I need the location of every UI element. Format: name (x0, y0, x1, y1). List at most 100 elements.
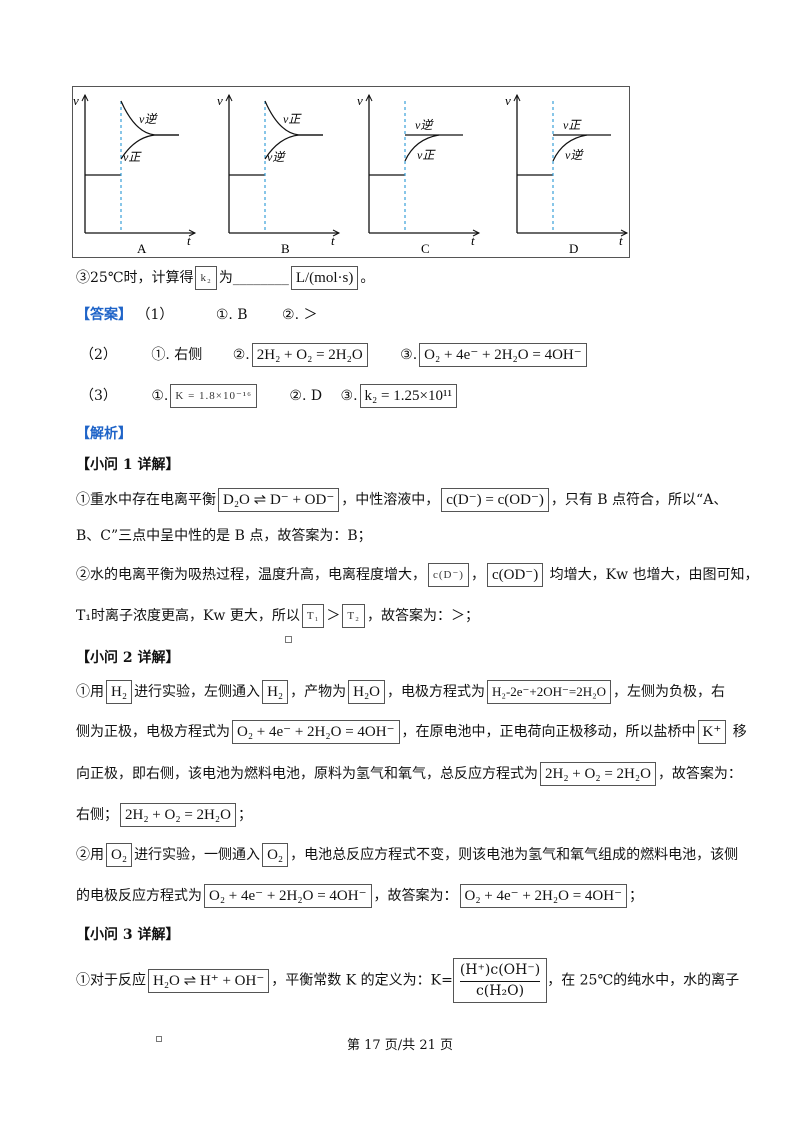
p1-formula-equal: c(D⁻) = c(OD⁻) (441, 488, 549, 512)
answer-3c-formula: k₂ = 1.25×10¹¹ (359, 384, 457, 408)
analysis-tag-line: 【解析】 (76, 424, 132, 444)
panel-B-lower-curve (264, 134, 323, 160)
rate-time-graphs: v t v逆 v正 Av t v正 v逆 Bv t v逆 v正 Cv t v正 v逆 D (73, 93, 629, 256)
para4-line1: ②用 O₂ 进行实验，一侧通入 O₂ ，电池总反应方程式不变，则该电池为氢气和氧气组成的… (76, 843, 738, 867)
p3-formula-total-b: 2H₂ + O₂ = 2H₂O (120, 803, 236, 827)
panel-A-lower-curve (120, 134, 179, 160)
answer-2a: ①. 右侧 (151, 347, 203, 363)
panel-A-v-arrow (81, 93, 89, 102)
p2-text-a: ②水的电离平衡为吸热过程，温度升高，电离程度增大， (76, 567, 426, 583)
p4-formula-cathode-b: O₂ + 4e⁻ + 2H₂O = 4OH⁻ (459, 884, 627, 908)
fraction-denominator: c(H₂O) (475, 983, 525, 999)
panel-B-label-bottom: v逆 (267, 150, 286, 164)
panel-C-t-arrow (472, 229, 481, 237)
p2-text-d: ，故答案为：＞； (366, 608, 479, 624)
panel-A-t-label: t (187, 233, 191, 248)
fraction-numerator: (H⁺)c(OH⁻) (459, 961, 541, 982)
subq1-title: 【小问 1 详解】 (76, 457, 180, 473)
panel-B-v-arrow (225, 93, 233, 102)
p3-formula-cathode: O₂ + 4e⁻ + 2H₂O = 4OH⁻ (232, 720, 400, 744)
answer-3-num: （3） (80, 388, 117, 404)
p1-text-b: ，中性溶液中， (341, 492, 440, 508)
answer-tag: 【答案】 (76, 307, 132, 323)
p3-text-b: 进行实验，左侧通入 (134, 684, 261, 700)
p3-formula-h2: H₂ (106, 680, 133, 704)
para3-line1: ①用 H₂ 进行实验，左侧通入 H₂ ，产物为 H₂O ，电极方程式为 H₂-2e⁻+2OH⁻… (76, 680, 725, 704)
panel-D-t-label: t (619, 233, 623, 248)
p2-separator: ， (470, 567, 485, 583)
p5-text-c: ，在 25℃的纯水中，水的离子 (547, 972, 740, 989)
p3-text-e: ，左侧为负极，右 (613, 684, 726, 700)
p3-text-j: 向正极，即右侧，该电池为燃料电池，原料为氢气和氧气，总反应方程式为 (76, 766, 538, 782)
p3-formula-h2o: H₂O (348, 680, 386, 704)
p3-text-g: 侧为正极，电极方程式为 (76, 724, 230, 740)
stray-mark-2 (156, 1036, 162, 1042)
answer-blank: ________ (232, 270, 289, 286)
k2-symbol: k₂ (195, 266, 217, 290)
p3-text-i: 移 (732, 724, 747, 740)
p4-text-c: ，电池总反应方程式不变，则该电池为氢气和氧气组成的燃料电池，该侧 (290, 847, 739, 863)
panel-D-v-label: v (505, 93, 511, 108)
p2-formula-t2: T₂ (342, 604, 365, 628)
question-3-line: ③25℃时，计算得 k₂ 为________ L/(mol·s)。 (76, 266, 374, 290)
panel-D-letter: D (569, 241, 578, 256)
para5-line1: ①对于反应 H₂O ⇌ H⁺ + OH⁻ ，平衡常数 K 的定义为：K= (H⁺)c(… (76, 958, 739, 1003)
p2-text-b: 均增大，Kw 也增大，由图可知， (549, 567, 759, 583)
p4-text-d: 的电极反应方程式为 (76, 888, 202, 904)
p1-formula-ionization: D₂O ⇌ D⁻ + OD⁻ (218, 488, 340, 512)
p3-text-a: ①用 (76, 684, 104, 700)
panel-B-v-label: v (217, 93, 223, 108)
para3-line3: 向正极，即右侧，该电池为燃料电池，原料为氢气和氧气，总反应方程式为 2H₂ + O… (76, 762, 742, 786)
subq3-title: 【小问 3 详解】 (76, 927, 180, 943)
p3-formula-k: K⁺ (697, 720, 727, 744)
panel-C-lower-curve (404, 134, 440, 162)
panel-A-letter: A (137, 241, 147, 256)
p2-formula-cod: c(OD⁻) (486, 563, 544, 587)
panel-D-lower-curve (552, 134, 588, 162)
p4-text-a: ②用 (76, 847, 104, 863)
answer-row-3: （3） ①. K = 1.8×10⁻¹⁶ ②. D ③. k₂ = 1.25×10¹… (80, 384, 459, 408)
panel-A-label-top: v逆 (139, 112, 158, 126)
p5-text-a: ①对于反应 (76, 972, 146, 989)
p3-formula-anode: H₂-2e⁻+2OH⁻=2H₂O (487, 680, 612, 704)
subq2-title: 【小问 2 详解】 (76, 650, 180, 666)
answer-row-2: （2） ①. 右侧 ②. 2H₂ + O₂ = 2H₂O ③. O₂ + 4e⁻ +… (80, 343, 589, 367)
panel-A-label-bottom: v正 (123, 150, 142, 164)
answer-3a-prefix: ①. (151, 388, 169, 404)
answer-2c-prefix: ③. (400, 347, 418, 363)
answer-1-num: （1） (136, 307, 174, 323)
answer-2-num: （2） (80, 347, 117, 363)
stray-mark (285, 636, 292, 643)
p3-text-m: ； (237, 807, 252, 823)
p5-formula-water: H₂O ⇌ H⁺ + OH⁻ (148, 968, 270, 993)
panel-C-label-top: v逆 (415, 118, 434, 132)
para1-line1: ①重水中存在电离平衡 D₂O ⇌ D⁻ + OD⁻ ，中性溶液中， c(D⁻) = c… (76, 488, 727, 512)
answer-1b: ②. ＞ (282, 307, 318, 323)
p3-text-h: ，在原电池中，正电荷向正极移动，所以盐桥中 (401, 724, 696, 740)
para1-line2: B、C”三点中呈中性的是 B 点，故答案为：B； (76, 528, 372, 544)
p4-formula-o2-b: O₂ (262, 843, 289, 867)
para3-line2: 侧为正极，电极方程式为 O₂ + 4e⁻ + 2H₂O = 4OH⁻ ，在原电池中，… (76, 720, 747, 744)
p3-text-l: 右侧； (76, 807, 118, 823)
p3-formula-h2-b: H₂ (262, 680, 289, 704)
answer-1a: ①. B (215, 307, 248, 323)
answer-2c-formula: O₂ + 4e⁻ + 2H₂O = 4OH⁻ (419, 343, 587, 367)
para2-line1: ②水的电离平衡为吸热过程，温度升高，电离程度增大， c(D⁻)， c(OD⁻) 均增… (76, 563, 759, 587)
answer-3a-formula: K = 1.8×10⁻¹⁶ (170, 384, 257, 408)
panel-C-t-label: t (471, 233, 475, 248)
answer-3c-prefix: ③. (340, 388, 358, 404)
panel-C-v-label: v (357, 93, 363, 108)
p2-formula-t1: T₁ (301, 604, 325, 628)
para4-line2: 的电极反应方程式为 O₂ + 4e⁻ + 2H₂O = 4OH⁻ ，故答案为： O₂ … (76, 884, 643, 908)
panel-B-label-top: v正 (283, 112, 302, 126)
p2-greater-than: ＞ (326, 608, 341, 624)
para2-line2: T₁时离子浓度更高，Kw 更大，所以 T₁ ＞ T₂ ，故答案为：＞； (76, 604, 479, 628)
p4-formula-o2: O₂ (106, 843, 133, 867)
answer-2b-formula: 2H₂ + O₂ = 2H₂O (251, 343, 368, 367)
para3-line4: 右侧； 2H₂ + O₂ = 2H₂O； (76, 803, 252, 827)
p4-formula-cathode: O₂ + 4e⁻ + 2H₂O = 4OH⁻ (204, 884, 372, 908)
panel-D-label-top: v正 (563, 118, 582, 132)
p3-text-c: ，产物为 (290, 684, 347, 700)
p5-equilibrium-fraction: (H⁺)c(OH⁻) c(H₂O) (452, 958, 548, 1003)
unit-formula: L/(mol·s) (290, 266, 359, 290)
